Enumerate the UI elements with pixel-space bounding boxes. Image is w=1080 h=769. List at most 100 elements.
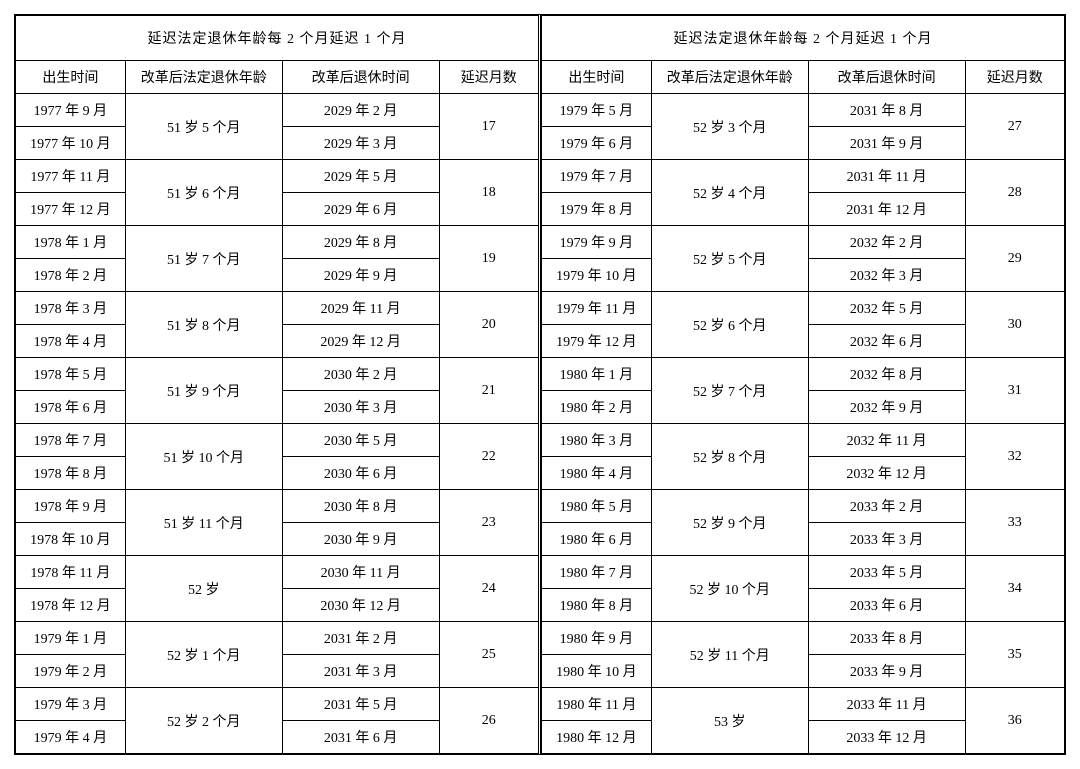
- table-row: 1980 年 11 月53 岁2033 年 11 月36: [542, 688, 1065, 721]
- birth-date-cell: 1980 年 3 月: [542, 424, 652, 457]
- birth-date-cell: 1978 年 9 月: [16, 490, 126, 523]
- retirement-age-cell: 51 岁 7 个月: [125, 226, 282, 292]
- birth-date-cell: 1977 年 11 月: [16, 160, 126, 193]
- left-tbody: 延迟法定退休年龄每 2 个月延迟 1 个月出生时间改革后法定退休年龄改革后退休时…: [16, 16, 539, 754]
- birth-date-cell: 1980 年 8 月: [542, 589, 652, 622]
- delay-months-cell: 20: [439, 292, 538, 358]
- retirement-age-cell: 52 岁 9 个月: [651, 490, 808, 556]
- retire-date-cell: 2029 年 9 月: [282, 259, 439, 292]
- birth-date-cell: 1980 年 1 月: [542, 358, 652, 391]
- birth-date-cell: 1979 年 9 月: [542, 226, 652, 259]
- birth-date-cell: 1979 年 5 月: [542, 94, 652, 127]
- birth-date-cell: 1979 年 8 月: [542, 193, 652, 226]
- retire-date-cell: 2033 年 3 月: [808, 523, 965, 556]
- right-panel: 延迟法定退休年龄每 2 个月延迟 1 个月出生时间改革后法定退休年龄改革后退休时…: [538, 15, 1065, 754]
- header-age: 改革后法定退休年龄: [651, 61, 808, 94]
- retire-date-cell: 2032 年 5 月: [808, 292, 965, 325]
- header-retire: 改革后退休时间: [808, 61, 965, 94]
- retirement-age-cell: 52 岁 6 个月: [651, 292, 808, 358]
- retirement-age-cell: 51 岁 10 个月: [125, 424, 282, 490]
- header-delay: 延迟月数: [439, 61, 538, 94]
- retirement-age-cell: 52 岁 10 个月: [651, 556, 808, 622]
- retire-date-cell: 2031 年 11 月: [808, 160, 965, 193]
- panel-title-row: 延迟法定退休年龄每 2 个月延迟 1 个月: [542, 16, 1065, 61]
- retire-date-cell: 2029 年 11 月: [282, 292, 439, 325]
- retire-date-cell: 2031 年 5 月: [282, 688, 439, 721]
- retire-date-cell: 2033 年 6 月: [808, 589, 965, 622]
- right-tbody: 延迟法定退休年龄每 2 个月延迟 1 个月出生时间改革后法定退休年龄改革后退休时…: [542, 16, 1065, 754]
- delay-months-cell: 19: [439, 226, 538, 292]
- retire-date-cell: 2033 年 8 月: [808, 622, 965, 655]
- retire-date-cell: 2030 年 9 月: [282, 523, 439, 556]
- header-row: 出生时间改革后法定退休年龄改革后退休时间延迟月数: [16, 61, 539, 94]
- retire-date-cell: 2032 年 3 月: [808, 259, 965, 292]
- birth-date-cell: 1980 年 10 月: [542, 655, 652, 688]
- table-row: 1977 年 11 月51 岁 6 个月2029 年 5 月18: [16, 160, 539, 193]
- birth-date-cell: 1978 年 10 月: [16, 523, 126, 556]
- birth-date-cell: 1980 年 11 月: [542, 688, 652, 721]
- panel-title-row: 延迟法定退休年龄每 2 个月延迟 1 个月: [16, 16, 539, 61]
- delay-months-cell: 18: [439, 160, 538, 226]
- retire-date-cell: 2032 年 2 月: [808, 226, 965, 259]
- birth-date-cell: 1980 年 2 月: [542, 391, 652, 424]
- header-row: 出生时间改革后法定退休年龄改革后退休时间延迟月数: [542, 61, 1065, 94]
- table-columns-wrap: 延迟法定退休年龄每 2 个月延迟 1 个月出生时间改革后法定退休年龄改革后退休时…: [15, 15, 1065, 754]
- delay-months-cell: 27: [965, 94, 1064, 160]
- delay-months-cell: 30: [965, 292, 1064, 358]
- birth-date-cell: 1979 年 3 月: [16, 688, 126, 721]
- table-row: 1977 年 9 月51 岁 5 个月2029 年 2 月17: [16, 94, 539, 127]
- retirement-age-cell: 51 岁 8 个月: [125, 292, 282, 358]
- retire-date-cell: 2032 年 12 月: [808, 457, 965, 490]
- retire-date-cell: 2029 年 8 月: [282, 226, 439, 259]
- birth-date-cell: 1980 年 4 月: [542, 457, 652, 490]
- retirement-age-cell: 52 岁 4 个月: [651, 160, 808, 226]
- table-row: 1980 年 1 月52 岁 7 个月2032 年 8 月31: [542, 358, 1065, 391]
- table-row: 1979 年 3 月52 岁 2 个月2031 年 5 月26: [16, 688, 539, 721]
- right-table: 延迟法定退休年龄每 2 个月延迟 1 个月出生时间改革后法定退休年龄改革后退休时…: [541, 15, 1065, 754]
- retire-date-cell: 2032 年 9 月: [808, 391, 965, 424]
- table-row: 1979 年 7 月52 岁 4 个月2031 年 11 月28: [542, 160, 1065, 193]
- retire-date-cell: 2030 年 6 月: [282, 457, 439, 490]
- delay-months-cell: 34: [965, 556, 1064, 622]
- left-table: 延迟法定退休年龄每 2 个月延迟 1 个月出生时间改革后法定退休年龄改革后退休时…: [15, 15, 539, 754]
- delay-months-cell: 28: [965, 160, 1064, 226]
- delay-months-cell: 35: [965, 622, 1064, 688]
- birth-date-cell: 1977 年 12 月: [16, 193, 126, 226]
- retire-date-cell: 2033 年 12 月: [808, 721, 965, 754]
- table-row: 1978 年 9 月51 岁 11 个月2030 年 8 月23: [16, 490, 539, 523]
- delay-months-cell: 26: [439, 688, 538, 754]
- table-row: 1980 年 9 月52 岁 11 个月2033 年 8 月35: [542, 622, 1065, 655]
- retire-date-cell: 2029 年 2 月: [282, 94, 439, 127]
- birth-date-cell: 1978 年 4 月: [16, 325, 126, 358]
- retire-date-cell: 2031 年 3 月: [282, 655, 439, 688]
- retire-date-cell: 2033 年 5 月: [808, 556, 965, 589]
- birth-date-cell: 1980 年 5 月: [542, 490, 652, 523]
- retirement-age-cell: 52 岁 2 个月: [125, 688, 282, 754]
- delay-months-cell: 32: [965, 424, 1064, 490]
- retire-date-cell: 2033 年 9 月: [808, 655, 965, 688]
- table-row: 1979 年 11 月52 岁 6 个月2032 年 5 月30: [542, 292, 1065, 325]
- birth-date-cell: 1979 年 7 月: [542, 160, 652, 193]
- retirement-age-cell: 52 岁 3 个月: [651, 94, 808, 160]
- birth-date-cell: 1978 年 8 月: [16, 457, 126, 490]
- delay-months-cell: 24: [439, 556, 538, 622]
- retire-date-cell: 2031 年 12 月: [808, 193, 965, 226]
- retirement-table-container: 延迟法定退休年龄每 2 个月延迟 1 个月出生时间改革后法定退休年龄改革后退休时…: [14, 14, 1066, 755]
- birth-date-cell: 1979 年 12 月: [542, 325, 652, 358]
- retirement-age-cell: 52 岁 1 个月: [125, 622, 282, 688]
- table-row: 1978 年 1 月51 岁 7 个月2029 年 8 月19: [16, 226, 539, 259]
- header-retire: 改革后退休时间: [282, 61, 439, 94]
- retire-date-cell: 2031 年 2 月: [282, 622, 439, 655]
- table-row: 1978 年 11 月52 岁2030 年 11 月24: [16, 556, 539, 589]
- table-row: 1979 年 9 月52 岁 5 个月2032 年 2 月29: [542, 226, 1065, 259]
- birth-date-cell: 1979 年 4 月: [16, 721, 126, 754]
- birth-date-cell: 1980 年 7 月: [542, 556, 652, 589]
- delay-months-cell: 36: [965, 688, 1064, 754]
- delay-months-cell: 29: [965, 226, 1064, 292]
- header-birth: 出生时间: [16, 61, 126, 94]
- birth-date-cell: 1978 年 11 月: [16, 556, 126, 589]
- birth-date-cell: 1977 年 10 月: [16, 127, 126, 160]
- retire-date-cell: 2033 年 11 月: [808, 688, 965, 721]
- panel-title: 延迟法定退休年龄每 2 个月延迟 1 个月: [16, 16, 539, 61]
- birth-date-cell: 1978 年 12 月: [16, 589, 126, 622]
